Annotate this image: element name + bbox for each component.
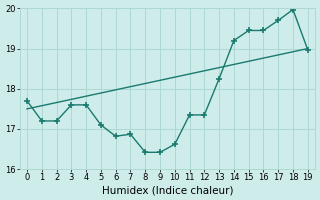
X-axis label: Humidex (Indice chaleur): Humidex (Indice chaleur) (102, 185, 233, 195)
